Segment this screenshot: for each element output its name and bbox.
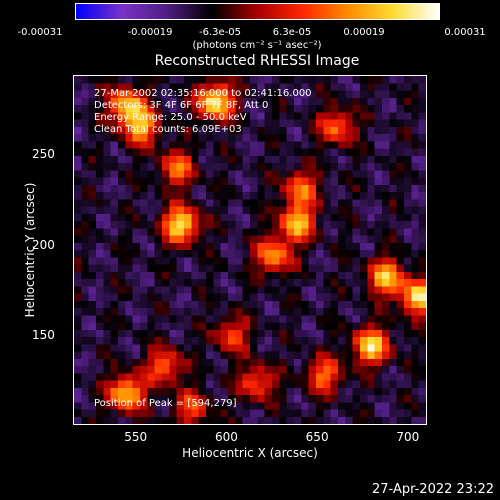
- y-tick-label: 150: [32, 328, 55, 343]
- timestamp-footer: 27-Apr-2022 23:22: [372, 482, 494, 497]
- time-range-annotation: 27-Mar-2002 02:35:16.000 to 02:41:16.000: [94, 88, 312, 99]
- colorbar-tick-label: -0.00019: [127, 27, 173, 38]
- chart-title: Reconstructed RHESSI Image: [154, 53, 360, 69]
- heatmap-image: [74, 76, 426, 424]
- detectors-annotation: Detectors: 3F 4F 6F 6F 7F 8F, Att 0: [94, 100, 269, 111]
- colorbar-tick-label: -6.3e-05: [199, 27, 241, 38]
- colorbar-tick-label: 0.00031: [444, 27, 486, 38]
- x-axis-label: Heliocentric X (arcsec): [182, 446, 318, 460]
- y-tick-label: 200: [32, 237, 55, 252]
- colorbar-tick-label: 6.3e-05: [272, 27, 312, 38]
- colorbar-gradient: [76, 4, 439, 19]
- colorbar: [75, 3, 440, 20]
- clean-counts-annotation: Clean Total counts: 6.09E+03: [94, 124, 242, 135]
- x-tick-label: 700: [396, 430, 420, 444]
- energy-range-annotation: Energy Range: 25.0 - 50.0 keV: [94, 112, 247, 123]
- x-tick-label: 550: [124, 430, 148, 444]
- colorbar-tick-label: 0.00019: [343, 27, 385, 38]
- colorbar-units-label: (photons cm⁻² s⁻¹ asec⁻²): [192, 40, 322, 51]
- colorbar-tick-label: -0.00031: [17, 27, 63, 38]
- y-tick-label: 250: [32, 146, 55, 161]
- peak-position-annotation: Position of Peak = [594,279]: [94, 398, 237, 409]
- x-tick-label: 600: [214, 430, 238, 444]
- heatmap-plot-area: [73, 75, 427, 425]
- y-axis-label: Heliocentric Y (arcsec): [23, 182, 37, 318]
- x-tick-label: 650: [305, 430, 329, 444]
